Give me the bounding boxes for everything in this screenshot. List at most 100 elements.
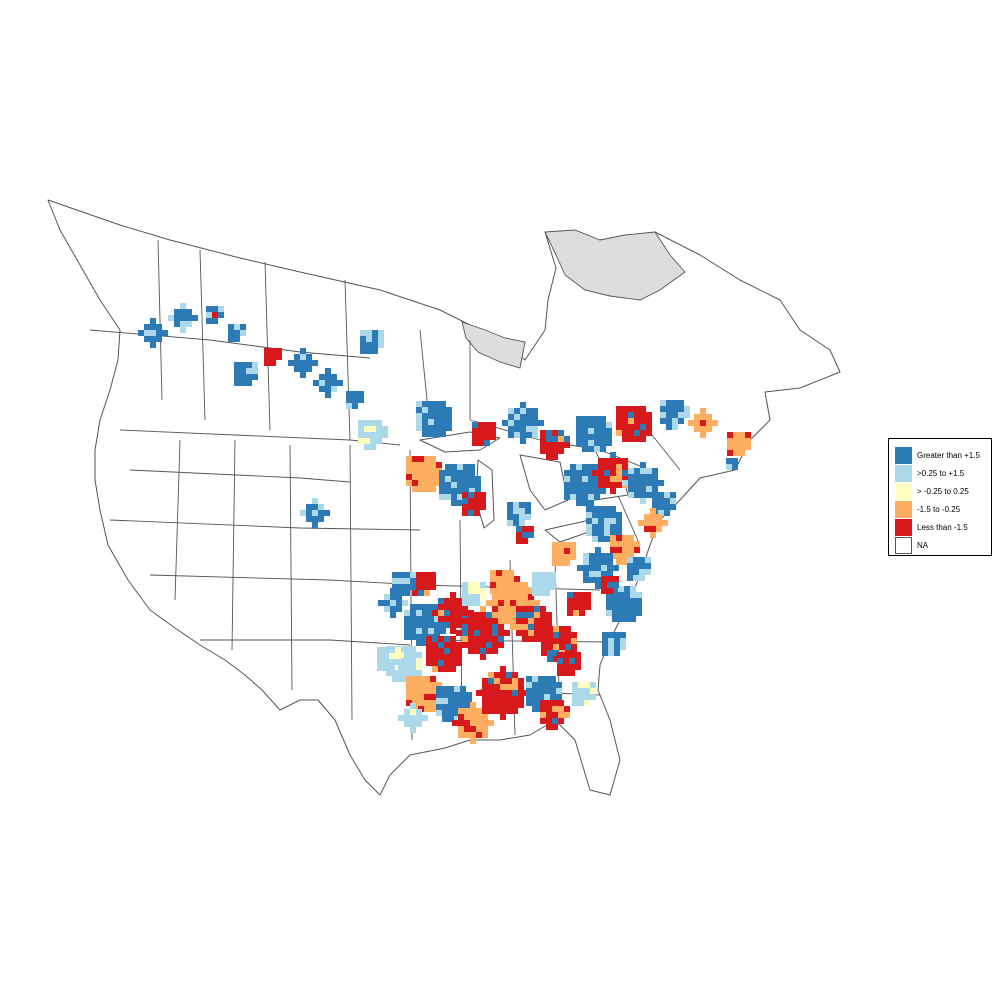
- grid-cell: [498, 642, 504, 648]
- grid-cell: [598, 470, 604, 476]
- grid-cell: [578, 682, 584, 688]
- grid-cell: [526, 426, 532, 432]
- grid-cell: [150, 336, 156, 342]
- grid-cell: [450, 622, 456, 628]
- grid-cell: [496, 594, 502, 600]
- grid-cell: [360, 348, 366, 354]
- grid-cell: [452, 720, 458, 726]
- grid-cell: [506, 702, 512, 708]
- grid-cell: [448, 704, 454, 710]
- grid-cell: [418, 676, 424, 682]
- grid-cell: [624, 604, 630, 610]
- grid-cell: [598, 482, 604, 488]
- grid-cell: [528, 526, 534, 532]
- grid-cell: [468, 492, 474, 498]
- grid-cell: [325, 392, 331, 398]
- grid-cell: [508, 420, 514, 426]
- grid-cell: [438, 654, 444, 660]
- grid-cell: [614, 644, 620, 650]
- grid-cell: [428, 610, 434, 616]
- grid-cell: [474, 618, 480, 624]
- legend-item: > -0.25 to 0.25: [895, 483, 969, 500]
- grid-cell: [616, 482, 622, 488]
- grid-cell: [598, 476, 604, 482]
- grid-cell: [444, 642, 450, 648]
- grid-cell: [507, 520, 513, 526]
- grid-cell: [558, 548, 564, 554]
- grid-cell: [424, 486, 430, 492]
- grid-cell: [358, 420, 364, 426]
- grid-cell: [460, 698, 466, 704]
- grid-cell: [628, 406, 634, 412]
- legend-label: >0.25 to +1.5: [917, 469, 965, 478]
- grid-cell: [616, 418, 622, 424]
- grid-cell: [513, 520, 519, 526]
- grid-cell: [382, 432, 388, 438]
- grid-cell: [444, 666, 450, 672]
- grid-cell: [614, 638, 620, 644]
- grid-cell: [660, 412, 666, 418]
- grid-cell: [406, 682, 412, 688]
- grid-cell: [624, 592, 630, 598]
- grid-cell: [645, 557, 651, 563]
- grid-cell: [450, 604, 456, 610]
- grid-cell: [538, 420, 544, 426]
- grid-cell: [569, 664, 575, 670]
- grid-cell: [610, 524, 616, 530]
- grid-cell: [540, 606, 546, 612]
- grid-cell: [306, 510, 312, 516]
- grid-cell: [406, 676, 412, 682]
- grid-cell: [450, 616, 456, 622]
- grid-cell: [600, 446, 606, 452]
- grid-cell: [438, 660, 444, 666]
- grid-cell: [162, 330, 168, 336]
- grid-cell: [416, 616, 422, 622]
- grid-cell: [525, 508, 531, 514]
- grid-cell: [544, 694, 550, 700]
- grid-cell: [612, 616, 618, 622]
- grid-cell: [700, 414, 706, 420]
- grid-cell: [432, 636, 438, 642]
- grid-cell: [450, 636, 456, 642]
- grid-cell: [488, 672, 494, 678]
- grid-cell: [522, 588, 528, 594]
- grid-cell: [482, 708, 488, 714]
- grid-cell: [512, 672, 518, 678]
- grid-cell: [575, 658, 581, 664]
- grid-cell: [616, 424, 622, 430]
- grid-cell: [613, 576, 619, 582]
- grid-cell: [383, 653, 389, 659]
- grid-cell: [538, 572, 544, 578]
- grid-cell: [576, 464, 582, 470]
- grid-cell: [522, 594, 528, 600]
- grid-cell: [468, 618, 474, 624]
- grid-cell: [462, 642, 468, 648]
- grid-cell: [228, 330, 234, 336]
- grid-cell: [412, 480, 418, 486]
- grid-cell: [526, 682, 532, 688]
- grid-cell: [352, 397, 358, 403]
- grid-cell: [553, 626, 559, 632]
- grid-cell: [644, 520, 650, 526]
- grid-cell: [480, 630, 486, 636]
- grid-cell: [540, 712, 546, 718]
- grid-cell: [622, 559, 628, 565]
- grid-cell: [588, 422, 594, 428]
- grid-cell: [234, 336, 240, 342]
- grid-cell: [550, 578, 556, 584]
- grid-cell: [513, 502, 519, 508]
- grid-cell: [498, 606, 504, 612]
- grid-cell: [570, 554, 576, 560]
- grid-cell: [294, 360, 300, 366]
- grid-cell: [502, 570, 508, 576]
- grid-cell: [727, 450, 733, 456]
- grid-cell: [650, 508, 656, 514]
- grid-cell: [416, 413, 422, 419]
- grid-cell: [418, 682, 424, 688]
- grid-cell: [585, 592, 591, 598]
- grid-cell: [640, 480, 646, 486]
- grid-cell: [180, 327, 186, 333]
- grid-cell: [628, 436, 634, 442]
- grid-cell: [532, 682, 538, 688]
- legend-item: -1.5 to -0.25: [895, 501, 960, 518]
